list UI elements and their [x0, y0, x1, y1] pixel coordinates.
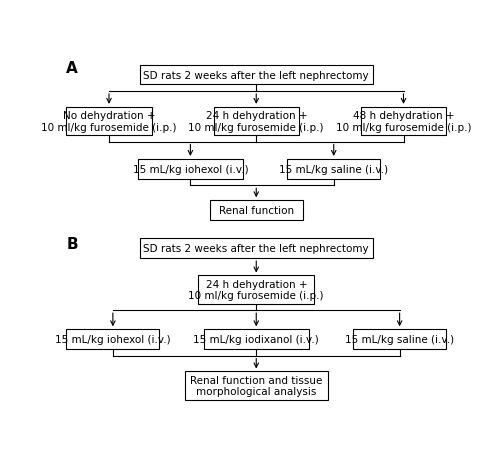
FancyBboxPatch shape — [361, 107, 446, 136]
Text: A: A — [66, 61, 78, 75]
FancyBboxPatch shape — [204, 330, 308, 350]
FancyBboxPatch shape — [210, 201, 303, 220]
FancyBboxPatch shape — [66, 330, 160, 350]
FancyBboxPatch shape — [184, 372, 328, 400]
Text: 15 mL/kg saline (i.v.): 15 mL/kg saline (i.v.) — [345, 334, 454, 344]
Text: B: B — [66, 237, 78, 251]
Text: Renal function: Renal function — [218, 206, 294, 216]
FancyBboxPatch shape — [140, 65, 372, 85]
Text: 24 h dehydration +
10 ml/kg furosemide (i.p.): 24 h dehydration + 10 ml/kg furosemide (… — [188, 111, 324, 132]
FancyBboxPatch shape — [198, 276, 314, 304]
Text: 24 h dehydration +
10 ml/kg furosemide (i.p.): 24 h dehydration + 10 ml/kg furosemide (… — [188, 279, 324, 300]
FancyBboxPatch shape — [66, 107, 152, 136]
Text: 15 mL/kg saline (i.v.): 15 mL/kg saline (i.v.) — [279, 164, 388, 175]
Text: 15 mL/kg iohexol (i.v.): 15 mL/kg iohexol (i.v.) — [132, 164, 248, 175]
FancyBboxPatch shape — [140, 239, 372, 258]
FancyBboxPatch shape — [138, 160, 242, 179]
FancyBboxPatch shape — [287, 160, 380, 179]
Text: No dehydration +
10 ml/kg furosemide (i.p.): No dehydration + 10 ml/kg furosemide (i.… — [41, 111, 177, 132]
Text: 48 h dehydration +
10 ml/kg furosemide (i.p.): 48 h dehydration + 10 ml/kg furosemide (… — [336, 111, 471, 132]
Text: 15 mL/kg iodixanol (i.v.): 15 mL/kg iodixanol (i.v.) — [194, 334, 319, 344]
Text: SD rats 2 weeks after the left nephrectomy: SD rats 2 weeks after the left nephrecto… — [144, 70, 369, 81]
Text: 15 mL/kg iohexol (i.v.): 15 mL/kg iohexol (i.v.) — [55, 334, 170, 344]
Text: Renal function and tissue
morphological analysis: Renal function and tissue morphological … — [190, 375, 322, 396]
Text: SD rats 2 weeks after the left nephrectomy: SD rats 2 weeks after the left nephrecto… — [144, 244, 369, 254]
FancyBboxPatch shape — [353, 330, 446, 350]
FancyBboxPatch shape — [214, 107, 299, 136]
